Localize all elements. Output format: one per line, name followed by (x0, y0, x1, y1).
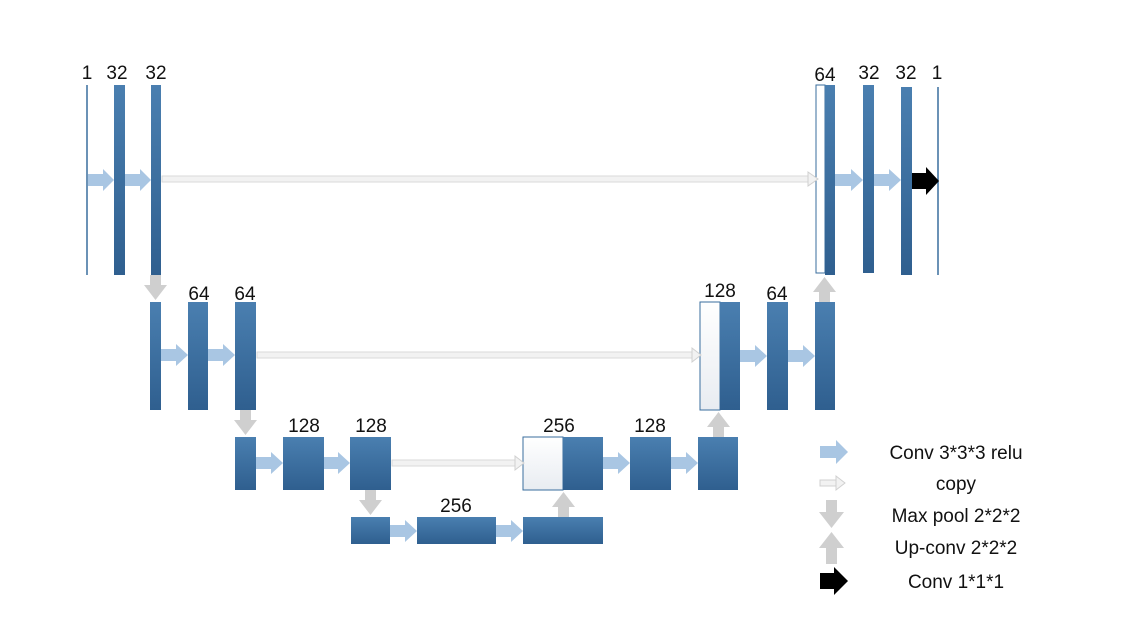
legend-upconv-row: Up-conv 2*2*2 (819, 532, 1017, 564)
legend-pool-arrow-icon (819, 500, 844, 528)
conv-arrow (671, 452, 698, 474)
conv-arrow (496, 520, 523, 542)
channel-label: 1 (932, 63, 943, 84)
channel-label: 256 (440, 496, 472, 517)
copy-arrow-level3 (391, 454, 525, 472)
dec2-conv-block (767, 302, 788, 410)
conv-arrow (788, 345, 815, 367)
legend-copy-arrow-head (835, 474, 846, 492)
channel-label: 128 (288, 416, 320, 437)
dec1-conv1-block (863, 85, 874, 273)
bottleneck-pool-block (351, 517, 390, 544)
conv-arrow (125, 169, 151, 191)
legend-pool-label: Max pool 2*2*2 (892, 506, 1021, 527)
legend-conv-arrow-icon (820, 440, 848, 464)
legend-final-arrow-icon (820, 567, 848, 595)
legend-copy-arrow-icon (819, 479, 837, 487)
enc3-pool-block (235, 437, 256, 490)
conv-arrow (603, 452, 630, 474)
final-conv-arrow (912, 167, 939, 195)
dec2-conv2-block (815, 302, 835, 410)
copy-arrow-level1 (161, 171, 819, 187)
dec3-conv2-block (698, 437, 738, 490)
channel-label: 64 (188, 284, 210, 305)
enc1-conv1-block (114, 85, 125, 275)
dec3-copy-block (522, 436, 564, 491)
conv-arrow (390, 520, 417, 542)
legend-conv-row: Conv 3*3*3 relu (820, 440, 1023, 464)
dec1-upconv-block (825, 85, 835, 275)
legend-copy-row: copy (819, 474, 977, 495)
legend-upconv-label: Up-conv 2*2*2 (895, 538, 1018, 559)
enc3-conv2-block (350, 437, 391, 490)
legend-pool-row: Max pool 2*2*2 (819, 500, 1020, 528)
dec3-conv-block (630, 437, 671, 490)
enc1-conv2-block (151, 85, 161, 275)
conv-arrow (874, 169, 901, 191)
dec3-upconv-block (563, 437, 603, 490)
upconv-arrow (813, 277, 836, 302)
channel-label: 1 (82, 63, 93, 84)
channel-label: 256 (543, 416, 575, 437)
dec2-upconv-block (720, 302, 740, 410)
enc2-conv1-block (188, 302, 208, 410)
channel-label: 64 (234, 284, 256, 305)
bottleneck-conv-block (417, 517, 496, 544)
maxpool-arrow (234, 410, 257, 435)
enc3-conv1-block (283, 437, 324, 490)
conv-arrow (208, 344, 235, 366)
channel-label: 64 (766, 284, 788, 305)
maxpool-arrow (144, 275, 167, 300)
bottleneck-conv2-block (523, 517, 603, 544)
enc2-pool-block (150, 302, 161, 410)
enc2-conv2-block (235, 302, 256, 410)
conv-arrow (324, 452, 350, 474)
upconv-arrow (707, 412, 730, 437)
dec2-copy-block (699, 301, 721, 411)
legend: Conv 3*3*3 relu copy Max pool 2*2*2 Up-c… (819, 440, 1023, 595)
channel-label: 128 (704, 281, 736, 302)
conv-arrow (161, 344, 188, 366)
conv-arrow (88, 169, 114, 191)
dec1-conv2-block (901, 87, 912, 275)
conv-arrow (740, 345, 767, 367)
channel-label: 64 (814, 65, 836, 86)
channel-label: 32 (858, 63, 879, 84)
conv-arrow (835, 169, 863, 191)
channel-label: 32 (145, 63, 166, 84)
channel-label: 32 (106, 63, 127, 84)
upconv-arrow (552, 492, 575, 517)
legend-conv-label: Conv 3*3*3 relu (889, 443, 1022, 464)
legend-upconv-arrow-icon (819, 532, 844, 564)
legend-final-label: Conv 1*1*1 (908, 572, 1004, 593)
conv-arrow (256, 452, 283, 474)
channel-label: 128 (355, 416, 387, 437)
legend-final-row: Conv 1*1*1 (820, 567, 1004, 595)
copy-arrow-level2 (256, 346, 702, 364)
legend-copy-label: copy (936, 474, 977, 495)
maxpool-arrow (359, 490, 382, 515)
channel-label: 32 (895, 63, 916, 84)
channel-label: 128 (634, 416, 666, 437)
